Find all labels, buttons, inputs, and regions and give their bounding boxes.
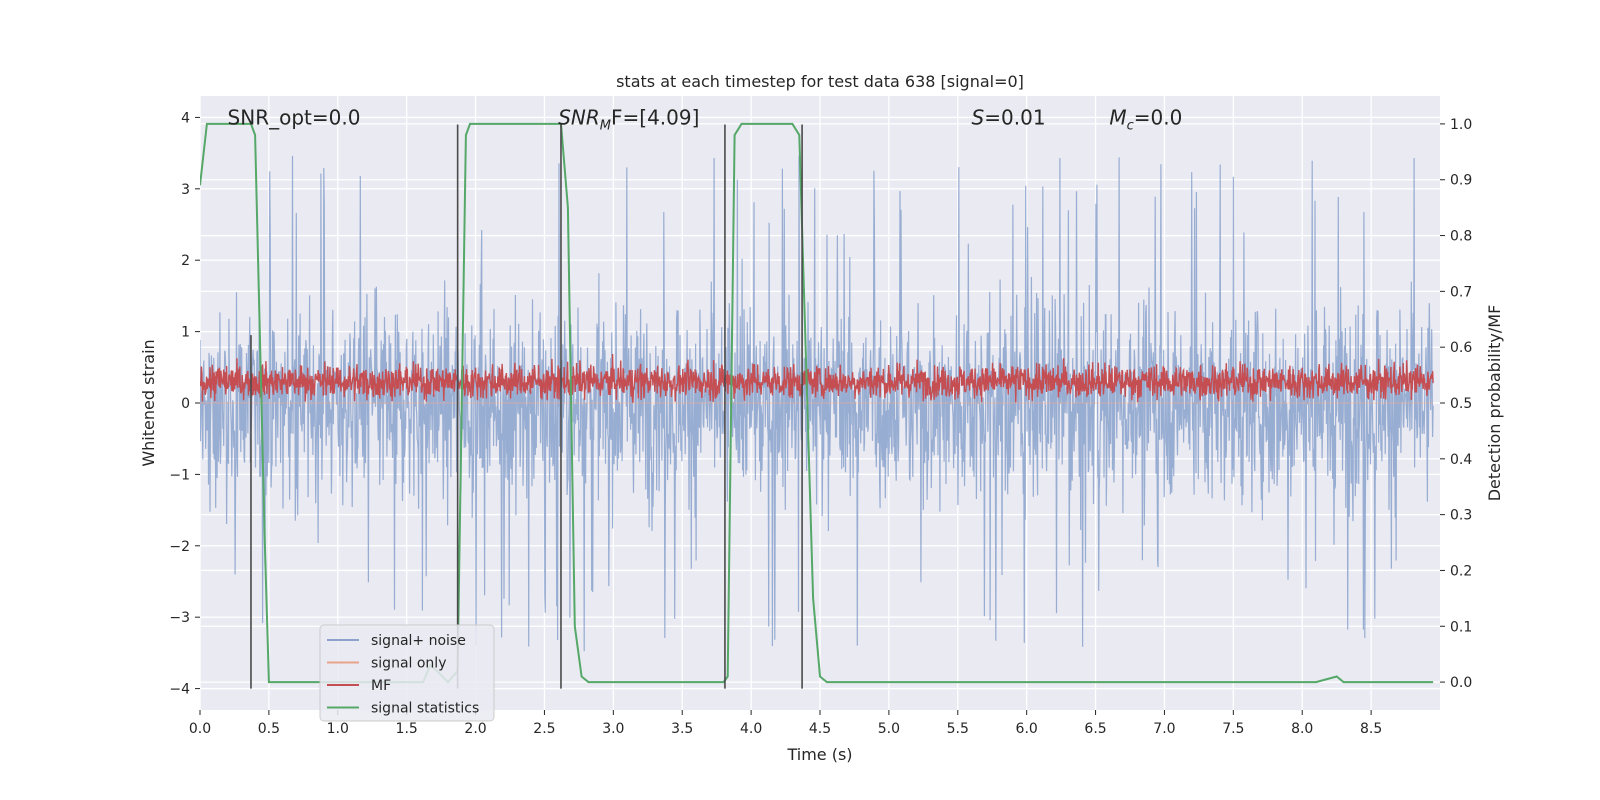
y-right-tick-label: 0.2 [1450, 563, 1472, 579]
x-tick-label: 7.0 [1153, 721, 1175, 737]
annotation-part: M [1109, 105, 1126, 129]
y-left-tick-label: 0 [181, 396, 190, 412]
x-tick-label: 6.0 [1016, 721, 1038, 737]
annotation-text: Mc=0.0 [1109, 105, 1182, 133]
series-line [200, 353, 1434, 403]
y-left-tick-label: −1 [169, 467, 190, 483]
annotation-part: F=[4.09] [611, 105, 699, 129]
x-tick-label: 1.0 [327, 721, 349, 737]
y-right-tick-label: 0.4 [1450, 452, 1472, 468]
annotation-text: S=0.01 [972, 105, 1046, 129]
legend: signal+ noise signal only MF signal statist… [319, 624, 495, 722]
y-right-tick-label: 0.9 [1450, 173, 1472, 189]
annotation-part: S [972, 105, 985, 129]
y-left-tick-label: 4 [181, 110, 190, 126]
legend-entry: MF [371, 678, 391, 694]
y-axis-right-label: Detection probability/MF [1485, 305, 1504, 502]
chart-title: stats at each timestep for test data 638… [616, 72, 1024, 91]
y-right-tick-label: 0.5 [1450, 396, 1472, 412]
y-left-tick-label: 3 [181, 182, 190, 198]
x-tick-label: 1.5 [396, 721, 418, 737]
x-tick-label: 4.5 [809, 721, 831, 737]
series-signal-statistics [200, 122, 1434, 684]
series-line [200, 155, 1434, 652]
y-right-tick-label: 0.7 [1450, 284, 1472, 300]
annotation-part: SNR_opt=0.0 [228, 105, 361, 129]
x-tick-label: 3.5 [671, 721, 693, 737]
vertical-markers [250, 124, 803, 689]
x-axis-label: Time (s) [786, 745, 852, 764]
x-tick-label: 0.5 [258, 721, 280, 737]
legend-entry: signal statistics [371, 701, 479, 717]
y-right-tick-label: 0.6 [1450, 340, 1472, 356]
legend-entry: signal+ noise [371, 633, 466, 649]
series-line [200, 122, 1434, 684]
annotation-part: =0.01 [984, 105, 1045, 129]
x-tick-label: 0.0 [189, 721, 211, 737]
ticks: 0.0 0.5 1.0 1.5 2.0 2.5 3.0 3.5 4.0 4.5 5.0 5.5 6.0 6… [169, 110, 1472, 737]
legend-frame [319, 624, 495, 722]
y-left-tick-label: 2 [181, 253, 190, 269]
y-right-tick-label: 0.0 [1450, 675, 1472, 691]
annotation-subscript: M [600, 118, 611, 133]
x-tick-label: 8.0 [1291, 721, 1313, 737]
x-tick-label: 5.5 [947, 721, 969, 737]
series-mf [200, 353, 1434, 403]
x-tick-label: 4.0 [740, 721, 762, 737]
series-signal-noise [200, 155, 1434, 652]
x-tick-label: 8.5 [1360, 721, 1382, 737]
x-tick-label: 2.0 [464, 721, 486, 737]
y-left-tick-label: −3 [169, 610, 190, 626]
annotations: SNR_opt=0.0 SNRMF=[4.09] S=0.01 Mc=0.0 [228, 105, 1183, 133]
y-right-tick-label: 0.3 [1450, 508, 1472, 524]
annotation-text: SNR_opt=0.0 [228, 105, 361, 129]
annotation-text: SNRMF=[4.09] [558, 105, 699, 133]
x-tick-label: 5.0 [878, 721, 900, 737]
y-right-tick-label: 1.0 [1450, 117, 1472, 133]
legend-entry: signal only [371, 656, 446, 672]
y-axis-left-label: Whitened strain [139, 339, 158, 466]
y-left-tick-label: −4 [169, 682, 190, 698]
y-left-tick-label: 1 [181, 325, 190, 341]
x-tick-label: 2.5 [533, 721, 555, 737]
x-tick-label: 6.5 [1084, 721, 1106, 737]
series-layer [200, 122, 1434, 684]
y-right-tick-label: 0.8 [1450, 229, 1472, 245]
annotation-subscript: c [1127, 118, 1134, 133]
y-right-tick-label: 0.1 [1450, 619, 1472, 635]
x-tick-label: 3.0 [602, 721, 624, 737]
y-left-tick-label: −2 [169, 539, 190, 555]
annotation-part: SNR [558, 105, 600, 129]
x-tick-label: 7.5 [1222, 721, 1244, 737]
annotation-part: =0.0 [1134, 105, 1183, 129]
